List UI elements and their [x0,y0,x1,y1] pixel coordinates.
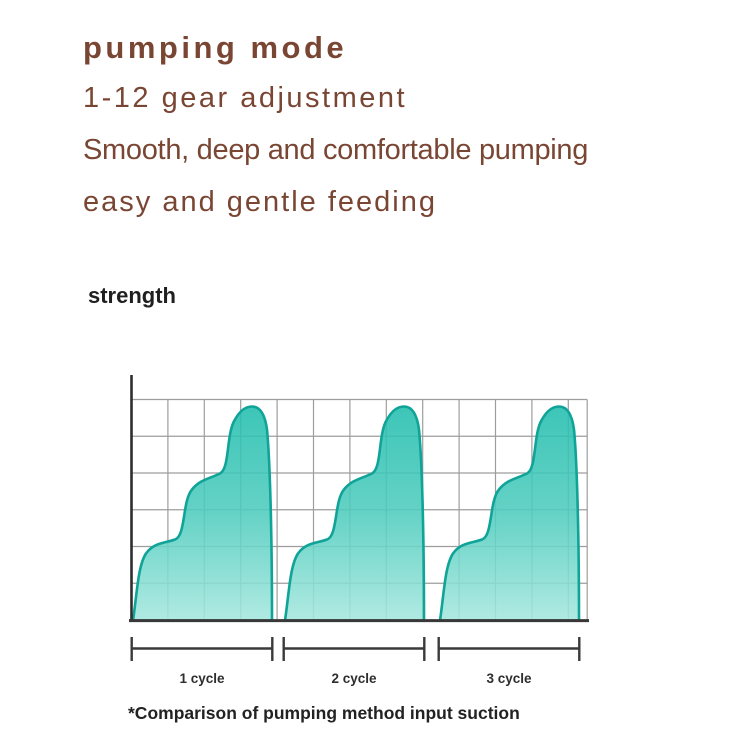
cycle-1-label: 1 cycle [179,671,225,686]
y-axis-label: strength [88,283,176,308]
bracket-cycle-1: 1 cycle [130,637,274,686]
cycle-3-label: 3 cycle [486,671,532,686]
subtitle-gear-adjustment: 1-12 gear adjustment [83,82,408,114]
page-title: pumping mode [83,30,348,65]
wave-cycle-2 [283,405,426,622]
wave-cycle-1 [131,405,274,622]
footnote: *Comparison of pumping method input suct… [128,703,520,723]
subtitle-smooth-pumping: Smooth, deep and comfortable pumping [83,134,589,166]
bracket-cycle-3: 3 cycle [437,637,581,686]
cycle-2-label: 2 cycle [331,671,377,686]
cycle-brackets: 1 cycle 2 cycle 3 cycle [130,637,581,686]
wave-cycle-3 [438,405,581,622]
bracket-cycle-2: 2 cycle [282,637,426,686]
suction-wave-series [131,405,581,622]
subtitle-gentle-feeding: easy and gentle feeding [83,186,437,218]
